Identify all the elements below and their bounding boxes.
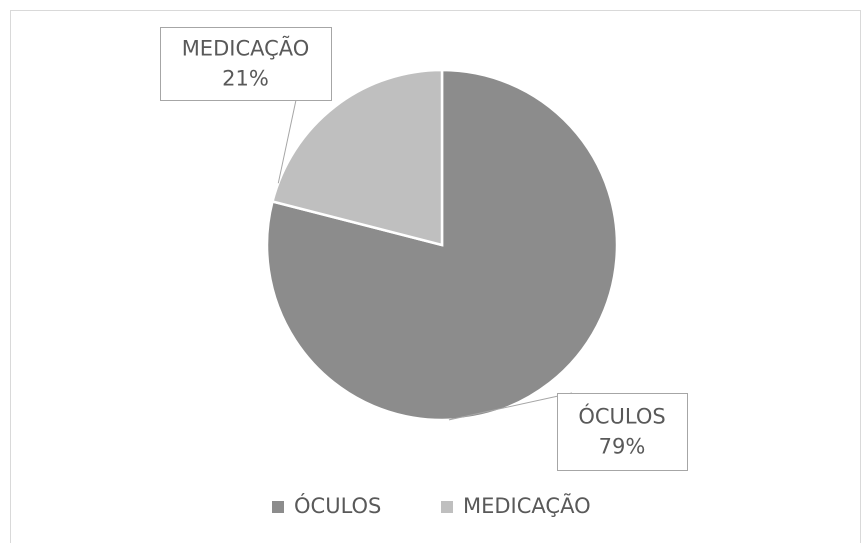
label-box xyxy=(557,393,688,471)
label-category: ÓCULOS xyxy=(578,404,665,429)
label-value: 79% xyxy=(599,435,646,459)
label-value: 21% xyxy=(222,67,269,91)
legend-swatch xyxy=(441,501,453,513)
legend: ÓCULOS MEDICAÇÃO xyxy=(272,492,591,518)
legend-label: MEDICAÇÃO xyxy=(463,492,591,518)
label-box xyxy=(160,27,332,101)
legend-swatch xyxy=(272,501,284,513)
label-category: MEDICAÇÃO xyxy=(182,35,310,61)
pie xyxy=(265,68,619,422)
legend-label: ÓCULOS xyxy=(294,493,381,518)
leader-line xyxy=(448,392,573,421)
data-labels: ÓCULOS 79% MEDICAÇÃO 21% xyxy=(160,27,688,471)
pie-slice xyxy=(270,68,444,247)
leader-line xyxy=(277,99,297,184)
